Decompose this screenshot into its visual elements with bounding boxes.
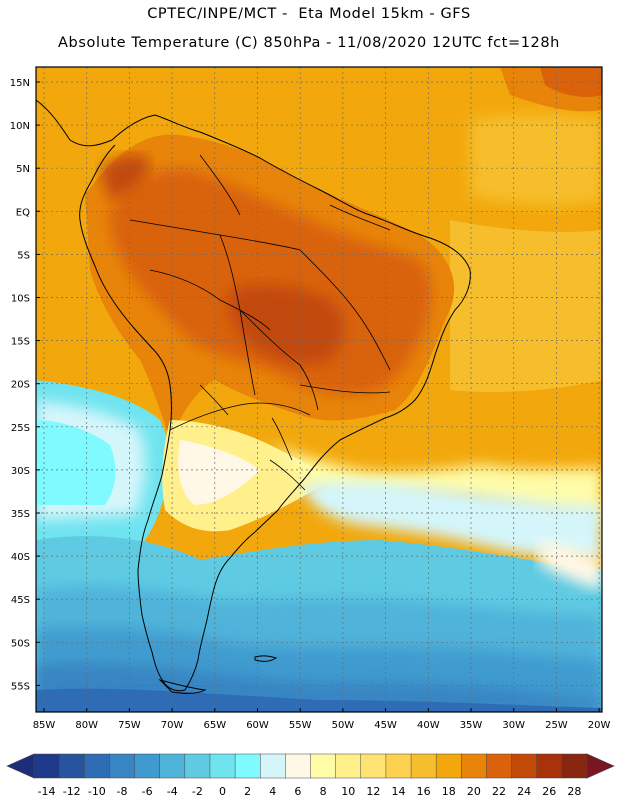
colorbar-tick-label: 10	[341, 785, 355, 798]
lat-label: EQ	[16, 207, 30, 218]
colorbar-swatch	[134, 753, 161, 779]
colorbar-swatch	[561, 753, 588, 779]
colorbar-swatch	[58, 753, 85, 779]
colorbar-swatch	[33, 753, 60, 779]
colorbar-swatch	[285, 753, 312, 779]
colorbar-swatch	[209, 753, 236, 779]
colorbar-swatch	[486, 753, 513, 779]
colorbar-swatch	[335, 753, 362, 779]
lon-label: 60W	[246, 720, 269, 731]
lon-label: 30W	[502, 720, 525, 731]
lat-label: 25S	[11, 423, 30, 434]
colorbar-tick-label: 4	[269, 785, 276, 798]
lon-label: 20W	[588, 720, 611, 731]
colorbar-tick-label: 24	[517, 785, 531, 798]
colorbar-tick-label: 14	[391, 785, 405, 798]
longitude-labels: 85W 80W 75W 70W 65W 60W 55W 50W 45W 40W 35W 30W 25W 2…	[33, 708, 611, 731]
colorbar-swatch	[360, 753, 387, 779]
lat-label: 10N	[10, 121, 30, 132]
temperature-field	[36, 67, 602, 712]
colorbar-tick-label: 0	[219, 785, 226, 798]
colorbar	[6, 753, 615, 779]
colorbar-tick-label: 22	[492, 785, 506, 798]
lon-label: 70W	[161, 720, 184, 731]
map-title: CPTEC/INPE/MCT - Eta Model 15km - GFS	[147, 6, 471, 22]
lon-label: 75W	[118, 720, 141, 731]
lat-label: 40S	[11, 552, 30, 563]
lon-label: 50W	[332, 720, 355, 731]
lon-label: 40W	[417, 720, 440, 731]
lat-label: 15S	[11, 337, 30, 348]
colorbar-tick-label: -10	[88, 785, 106, 798]
coastline	[36, 99, 471, 692]
country-borders	[129, 154, 391, 491]
colorbar-swatch	[410, 753, 437, 779]
lat-label: 5S	[17, 250, 30, 261]
lat-lon-grid	[36, 67, 602, 712]
colorbar-tick-label: 12	[366, 785, 380, 798]
colorbar-swatch	[435, 753, 462, 779]
colorbar-swatch	[461, 753, 488, 779]
colorbar-under-arrow	[6, 753, 35, 779]
lon-label: 80W	[75, 720, 98, 731]
lon-label: 65W	[203, 720, 226, 731]
colorbar-swatch	[84, 753, 111, 779]
colorbar-labels: -14 -12 -10 -8 -6 -4 -2 0 2 4 6 8 10 12 14 16 18 20 22 24 26…	[38, 785, 582, 798]
lat-label: 50S	[11, 638, 30, 649]
colorbar-tick-label: -2	[192, 785, 203, 798]
lat-label: 45S	[11, 595, 30, 606]
colorbar-swatch	[234, 753, 261, 779]
lat-label: 10S	[11, 294, 30, 305]
colorbar-swatch	[385, 753, 412, 779]
colorbar-tick-label: 8	[320, 785, 327, 798]
map-subtitle: Absolute Temperature (C) 850hPa - 11/08/…	[58, 35, 560, 51]
lon-label: 25W	[545, 720, 568, 731]
lat-label: 5N	[16, 164, 30, 175]
colorbar-swatch	[184, 753, 211, 779]
map-frame	[35, 66, 603, 713]
colorbar-swatch	[310, 753, 337, 779]
colorbar-tick-label: -4	[167, 785, 178, 798]
lat-label: 20S	[11, 380, 30, 391]
lat-label: 30S	[11, 466, 30, 477]
lon-label: 45W	[374, 720, 397, 731]
latitude-labels: 15N 10N 5N EQ 5S 10S 15S 20S 25S 30S 35S 40S 45S 50S 5…	[10, 78, 40, 692]
colorbar-swatch	[109, 753, 136, 779]
colorbar-tick-label: 26	[542, 785, 556, 798]
colorbar-over-arrow	[586, 753, 615, 779]
colorbar-tick-label: 28	[567, 785, 581, 798]
colorbar-tick-label: -8	[116, 785, 127, 798]
colorbar-tick-label: 16	[417, 785, 431, 798]
lon-label: 55W	[289, 720, 312, 731]
lat-label: 55S	[11, 681, 30, 692]
colorbar-tick-label: 20	[467, 785, 481, 798]
colorbar-swatch	[159, 753, 186, 779]
colorbar-swatch	[511, 753, 538, 779]
lat-label: 35S	[11, 509, 30, 520]
colorbar-tick-label: -6	[142, 785, 153, 798]
colorbar-swatch	[536, 753, 563, 779]
lat-label: 15N	[10, 78, 30, 89]
colorbar-swatch	[259, 753, 287, 779]
colorbar-tick-label: 18	[442, 785, 456, 798]
colorbar-tick-label: 6	[294, 785, 301, 798]
lon-label: 35W	[460, 720, 483, 731]
colorbar-tick-label: -12	[63, 785, 81, 798]
lon-label: 85W	[33, 720, 56, 731]
colorbar-tick-label: 2	[244, 785, 251, 798]
colorbar-tick-label: -14	[38, 785, 56, 798]
